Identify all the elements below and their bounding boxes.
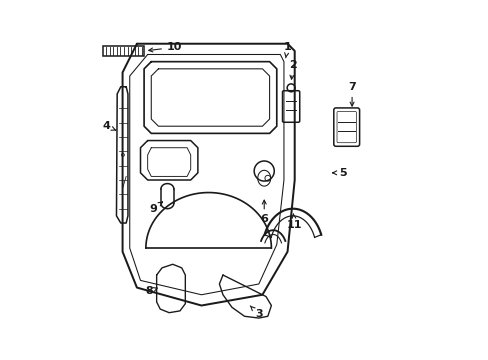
Text: 6: 6 (260, 200, 267, 224)
Text: 1: 1 (283, 42, 291, 58)
Text: 7: 7 (347, 82, 355, 106)
Bar (102, 45, 144, 56)
Text: 4: 4 (102, 121, 116, 131)
Text: 8: 8 (145, 286, 157, 296)
Text: 2: 2 (288, 60, 296, 79)
Text: 3: 3 (250, 306, 262, 319)
Text: 11: 11 (286, 214, 302, 230)
Text: 9: 9 (149, 202, 162, 214)
Text: 10: 10 (148, 42, 182, 52)
Text: 5: 5 (332, 168, 346, 178)
